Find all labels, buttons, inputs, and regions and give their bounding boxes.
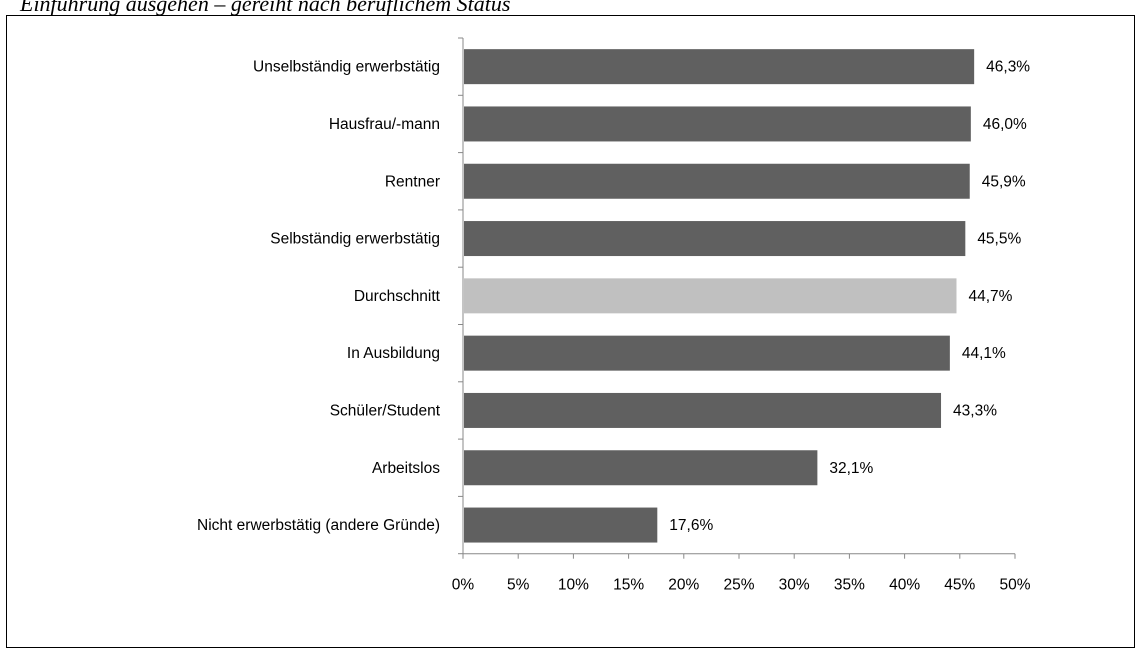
bar [464,450,818,486]
data-label: 46,0% [983,116,1027,133]
x-tick-label: 30% [779,577,810,594]
bar [464,49,975,85]
data-label: 46,3% [986,59,1030,76]
x-tick-label: 25% [723,577,754,594]
bar [464,106,971,142]
data-label: 44,1% [962,345,1006,362]
chart-caption: Einführung ausgehen – gereiht nach beruf… [20,0,511,16]
category-label: Durchschnitt [354,288,441,305]
category-label: Arbeitslos [372,460,440,477]
data-label: 45,5% [977,231,1021,248]
x-tick-label: 10% [558,577,589,594]
data-label: 44,7% [968,288,1012,305]
data-label: 43,3% [953,402,997,419]
category-label: Nicht erwerbstätig (andere Gründe) [197,517,440,534]
x-tick-label: 35% [834,577,865,594]
bar [464,163,970,199]
data-label: 32,1% [829,460,873,477]
category-label: Rentner [385,173,440,190]
bar [464,221,966,257]
bar [464,392,942,428]
bar-average [464,278,957,314]
bar [464,507,658,543]
bar [464,335,950,371]
x-tick-label: 5% [507,577,530,594]
x-tick-label: 0% [452,577,475,594]
data-label: 45,9% [982,173,1026,190]
category-label: Selbständig erwerbstätig [270,231,440,248]
x-tick-label: 20% [668,577,699,594]
x-tick-label: 50% [999,577,1030,594]
category-label: In Ausbildung [347,345,440,362]
data-label: 17,6% [669,517,713,534]
category-label: Schüler/Student [330,402,441,419]
x-tick-label: 15% [613,577,644,594]
category-label: Hausfrau/-mann [329,116,440,133]
x-tick-label: 40% [889,577,920,594]
category-label: Unselbständig erwerbstätig [253,59,440,76]
x-tick-label: 45% [944,577,975,594]
